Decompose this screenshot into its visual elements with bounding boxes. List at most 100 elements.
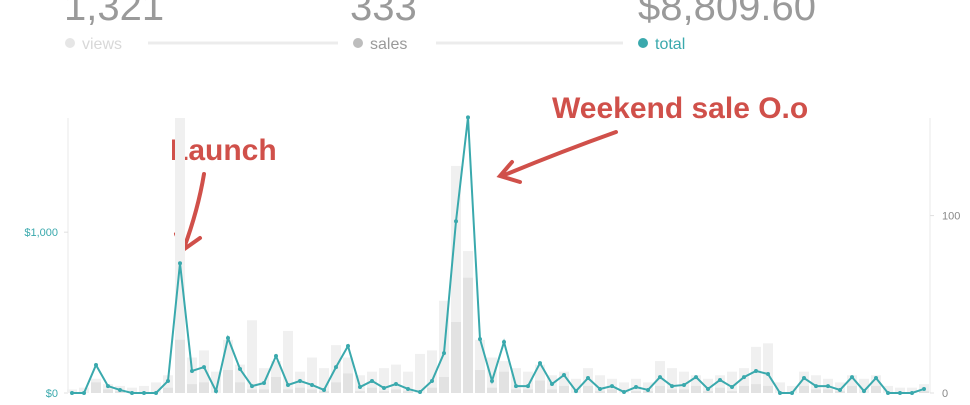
bar — [427, 350, 437, 393]
point — [706, 386, 710, 391]
point — [694, 375, 698, 380]
point — [658, 375, 662, 380]
bar — [331, 382, 341, 393]
bar — [355, 391, 365, 393]
bar — [199, 382, 209, 393]
bar — [223, 369, 233, 393]
bar — [535, 380, 545, 393]
bar — [859, 378, 869, 393]
bar — [475, 339, 485, 393]
bar — [751, 384, 761, 393]
bar — [835, 382, 845, 393]
point — [274, 354, 278, 359]
point — [730, 385, 734, 390]
bar — [775, 382, 785, 393]
point — [142, 391, 146, 395]
bar — [223, 339, 233, 393]
bar — [763, 385, 773, 393]
bar — [883, 385, 893, 393]
point — [214, 389, 218, 394]
bar — [367, 387, 377, 393]
bar — [823, 389, 833, 393]
annotation-arrow — [496, 130, 618, 184]
bar — [811, 389, 821, 393]
bar — [379, 368, 389, 393]
bar — [559, 371, 569, 393]
point — [466, 115, 470, 120]
bar — [907, 387, 917, 393]
point — [826, 384, 830, 389]
point — [898, 391, 902, 395]
bar — [127, 387, 137, 393]
bar — [235, 364, 245, 393]
bar — [535, 364, 545, 393]
bar — [403, 371, 413, 393]
bar — [847, 375, 857, 393]
bar — [187, 357, 197, 393]
bar — [499, 371, 509, 393]
bar — [451, 165, 461, 393]
bar — [703, 391, 713, 393]
point — [118, 387, 122, 392]
point — [742, 375, 746, 380]
point — [670, 384, 674, 389]
bar — [847, 385, 857, 393]
point — [598, 386, 602, 391]
point — [178, 261, 182, 266]
bar — [871, 385, 881, 393]
point — [634, 385, 638, 390]
point — [874, 376, 878, 381]
point — [322, 387, 326, 392]
point — [586, 376, 590, 381]
bar — [415, 353, 425, 393]
point — [886, 391, 890, 395]
point — [718, 377, 722, 382]
point — [490, 378, 494, 383]
point — [526, 384, 530, 389]
bar — [643, 382, 653, 393]
point — [478, 337, 482, 342]
point — [238, 367, 242, 372]
bar — [511, 389, 521, 393]
bar — [799, 385, 809, 393]
views-count: 1,321 — [64, 0, 164, 29]
bar — [715, 375, 725, 393]
bar — [439, 377, 449, 393]
point — [814, 384, 818, 389]
bar — [739, 368, 749, 393]
bar — [187, 384, 197, 393]
bar — [523, 371, 533, 393]
point — [394, 381, 398, 386]
point — [430, 378, 434, 383]
bar — [163, 375, 173, 393]
bar — [91, 382, 101, 393]
point — [754, 368, 758, 373]
bar — [679, 371, 689, 393]
bar — [619, 382, 629, 393]
bar — [343, 373, 353, 393]
point — [538, 361, 542, 366]
point — [778, 391, 782, 395]
legend-label: total — [655, 36, 685, 53]
legend-dot — [638, 38, 648, 48]
y-tick-label: $0 — [46, 388, 58, 400]
bar — [463, 277, 473, 393]
point — [646, 387, 650, 392]
legend-label: sales — [370, 36, 407, 53]
bar — [307, 389, 317, 393]
point — [682, 382, 686, 387]
bar — [787, 385, 797, 393]
point — [202, 365, 206, 370]
bar — [199, 350, 209, 393]
point — [334, 365, 338, 370]
bar — [487, 357, 497, 393]
point — [562, 372, 566, 377]
point — [574, 389, 578, 394]
y2-tick-label: 0 — [942, 388, 948, 400]
point — [298, 378, 302, 383]
point — [862, 389, 866, 394]
legend-dot — [65, 38, 75, 48]
bar — [679, 389, 689, 393]
